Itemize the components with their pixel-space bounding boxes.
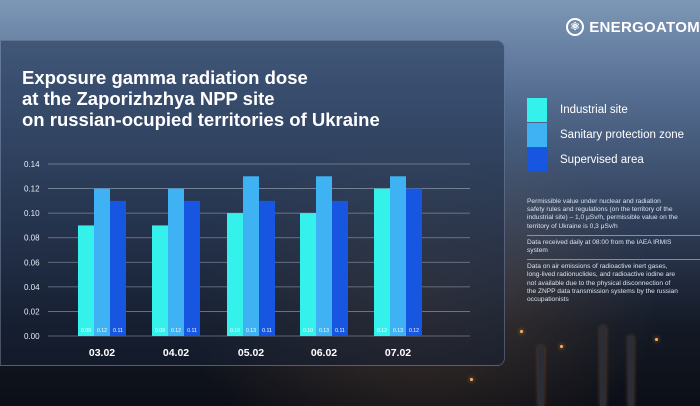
energoatom-logo-icon: ⚛ xyxy=(566,18,585,36)
bar-data-label: 0.11 xyxy=(262,328,272,334)
background-stack xyxy=(628,336,634,406)
bar xyxy=(168,188,184,336)
bar-data-label: 0.11 xyxy=(335,328,345,334)
bar xyxy=(406,188,422,336)
legend-swatch xyxy=(527,123,547,147)
note-data-unavailable: Data on air emissions of radioactive ine… xyxy=(527,263,678,304)
bar xyxy=(300,213,316,336)
note-permissible-value: Permissible value under nuclear and radi… xyxy=(527,195,700,236)
bar xyxy=(152,225,168,336)
legend-item-sanitary-protection-zone: Sanitary protection zone xyxy=(527,123,684,147)
y-tick-label: 0.04 xyxy=(24,283,40,292)
bar-data-label: 0.09 xyxy=(81,328,91,334)
brand-logo: ⚛ ENERGOATOM xyxy=(566,18,700,36)
background-light xyxy=(520,330,523,333)
bar-data-label: 0.12 xyxy=(171,328,181,334)
bar xyxy=(184,200,200,336)
bar xyxy=(110,200,126,336)
brand-name: ENERGOATOM xyxy=(589,18,700,36)
bar xyxy=(94,188,110,336)
chart-title: Exposure gamma radiation dose at the Zap… xyxy=(22,67,380,130)
bar-data-label: 0.12 xyxy=(377,328,387,334)
notes-panel: Permissible value under nuclear and radi… xyxy=(527,195,700,308)
bar xyxy=(390,176,406,336)
bar xyxy=(78,225,94,336)
bar-data-label: 0.11 xyxy=(113,328,123,334)
x-tick-label: 06.02 xyxy=(311,347,337,359)
bar xyxy=(316,176,332,336)
legend-item-industrial-site: Industrial site xyxy=(527,98,684,122)
note-data-source: Data received daily at 08:00 from the IA… xyxy=(527,236,700,261)
legend-label: Industrial site xyxy=(560,104,628,116)
y-tick-label: 0.00 xyxy=(24,332,40,341)
background-stack xyxy=(600,326,606,406)
legend-swatch xyxy=(527,148,547,172)
legend-label: Sanitary protection zone xyxy=(560,129,685,141)
y-tick-label: 0.06 xyxy=(24,258,40,267)
bar xyxy=(243,176,259,336)
x-tick-label: 04.02 xyxy=(163,347,189,359)
bar-data-label: 0.12 xyxy=(409,328,419,334)
legend-swatch xyxy=(527,98,547,122)
background-light xyxy=(560,345,563,348)
legend-label: Supervised area xyxy=(560,154,644,166)
background-stack xyxy=(538,346,544,406)
y-tick-label: 0.02 xyxy=(24,307,40,316)
bar xyxy=(227,213,243,336)
y-tick-label: 0.08 xyxy=(24,234,40,243)
x-tick-label: 07.02 xyxy=(385,347,411,359)
bar-data-label: 0.13 xyxy=(393,328,403,334)
bar xyxy=(332,200,348,336)
bar-data-label: 0.12 xyxy=(97,328,107,334)
bar-data-label: 0.09 xyxy=(155,328,165,334)
y-tick-label: 0.12 xyxy=(24,185,40,194)
legend-item-supervised-area: Supervised area xyxy=(527,148,684,172)
chart-legend: Industrial site Sanitary protection zone… xyxy=(527,98,684,173)
y-tick-label: 0.14 xyxy=(24,160,40,169)
bar-chart: 0.00 0.02 0.04 0.06 0.08 0.10 0.12 0.14 0.09 0.12… xyxy=(24,160,470,359)
background-light xyxy=(470,378,473,381)
bar xyxy=(374,188,390,336)
background-light xyxy=(655,338,658,341)
bar-data-label: 0.13 xyxy=(246,328,256,334)
x-tick-label: 03.02 xyxy=(89,347,115,359)
bar-data-label: 0.11 xyxy=(187,328,197,334)
x-tick-label: 05.02 xyxy=(238,347,264,359)
bar xyxy=(259,200,275,336)
bar-data-label: 0.10 xyxy=(303,328,313,334)
bar-data-label: 0.10 xyxy=(230,328,240,334)
bar-data-label: 0.13 xyxy=(319,328,329,334)
y-tick-label: 0.10 xyxy=(24,209,40,218)
